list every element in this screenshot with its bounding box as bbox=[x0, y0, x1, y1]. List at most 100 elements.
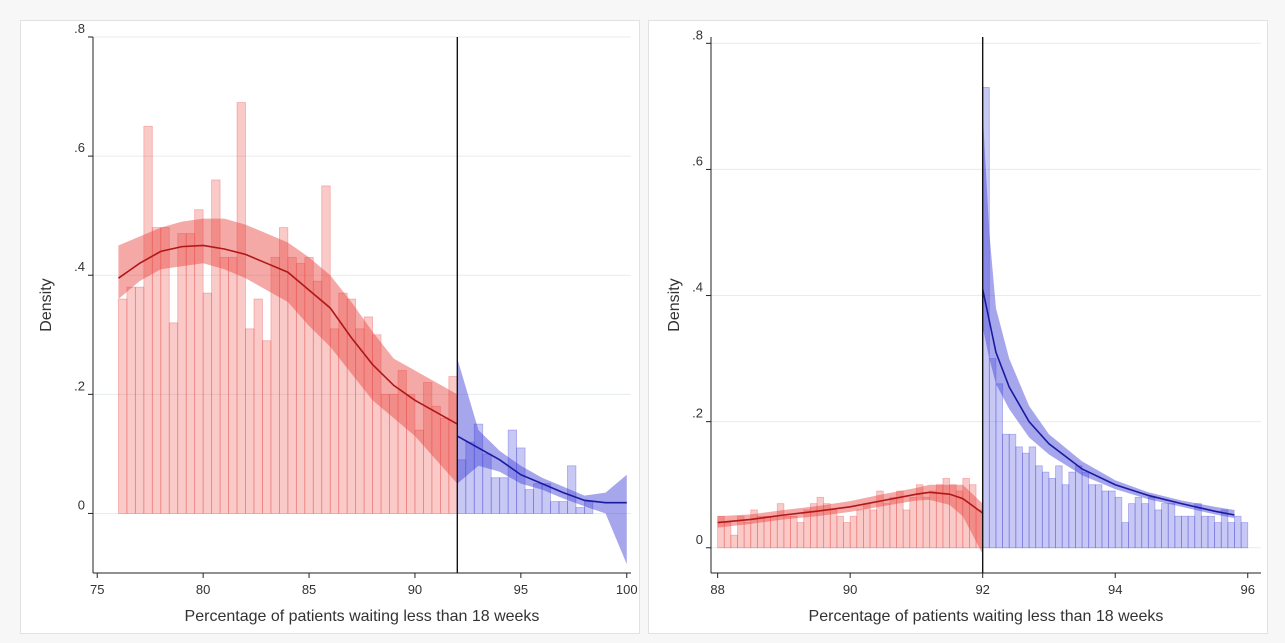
histogram-bar bbox=[836, 515, 844, 549]
histogram-bar bbox=[723, 522, 732, 549]
histogram-bar bbox=[278, 227, 289, 514]
x-tick-label: 95 bbox=[514, 582, 528, 597]
x-axis-label: Percentage of patients waiting less than… bbox=[185, 608, 540, 625]
histogram-bar bbox=[211, 179, 221, 514]
histogram-bar bbox=[763, 515, 772, 549]
y-tick-label: 0 bbox=[78, 497, 85, 512]
y-tick-label: .6 bbox=[74, 140, 85, 155]
fit-curves bbox=[117, 218, 627, 565]
histogram-bar bbox=[372, 334, 382, 514]
histogram-bar bbox=[1227, 522, 1235, 549]
histogram-bar bbox=[776, 503, 785, 549]
fit-line bbox=[981, 289, 1235, 516]
histogram-bar bbox=[321, 185, 331, 514]
y-tick-label: .8 bbox=[74, 21, 85, 36]
histogram-bar bbox=[151, 227, 162, 514]
histogram-bar bbox=[942, 478, 950, 549]
histogram-bar bbox=[916, 484, 924, 549]
histogram-bar bbox=[219, 256, 229, 514]
left-panel: 0 .2 .4 .6 .8 75 80 85 90 95 100 Percentage of pat… bbox=[20, 20, 640, 634]
histogram-bar bbox=[1167, 503, 1176, 549]
histogram-bar bbox=[355, 328, 365, 514]
histogram-bar bbox=[790, 515, 798, 549]
histogram-bar bbox=[843, 522, 851, 549]
histogram-bar bbox=[482, 453, 492, 514]
histogram-bar bbox=[262, 340, 272, 514]
histogram-bar bbox=[516, 447, 526, 514]
histogram-bar bbox=[1174, 515, 1182, 549]
histogram-bar bbox=[1075, 465, 1083, 549]
histogram-bar bbox=[1101, 490, 1109, 549]
histogram-bar bbox=[1028, 446, 1037, 549]
histogram-bar bbox=[567, 465, 577, 514]
histogram-bar bbox=[177, 233, 187, 514]
histogram-bar bbox=[922, 496, 931, 549]
fit-line bbox=[456, 435, 627, 504]
histogram-bar bbox=[389, 393, 399, 514]
histogram-bar bbox=[750, 509, 758, 549]
histogram-bar bbox=[1220, 509, 1229, 549]
histogram-bar bbox=[228, 256, 238, 514]
histogram-bar bbox=[909, 496, 917, 549]
histogram-bar bbox=[829, 509, 838, 549]
x-tick-label: 90 bbox=[408, 582, 422, 597]
histogram-bar bbox=[955, 490, 964, 549]
histogram-bar bbox=[849, 515, 858, 549]
x-tick-label: 80 bbox=[196, 582, 210, 597]
histogram-bar bbox=[338, 292, 348, 514]
histogram-bar bbox=[988, 358, 997, 549]
grid-lines bbox=[93, 36, 631, 514]
confidence-band bbox=[457, 358, 627, 565]
chart-right: 0 .2 .4 .6 .8 88 90 92 94 96 Percentage of patien… bbox=[666, 27, 1261, 625]
histogram-bar bbox=[253, 298, 263, 514]
y-tick-label: .4 bbox=[692, 280, 703, 295]
histogram-bar bbox=[499, 477, 509, 514]
histogram-bar bbox=[1055, 465, 1063, 549]
histogram-bar bbox=[1134, 496, 1143, 549]
histogram-bar bbox=[575, 507, 585, 514]
y-axis-label: Density bbox=[666, 278, 683, 331]
histogram-bar bbox=[1147, 496, 1156, 549]
histogram-bar bbox=[869, 509, 878, 549]
histogram-bar bbox=[863, 503, 871, 549]
chart-left: 0 .2 .4 .6 .8 75 80 85 90 95 100 Percentage of pat… bbox=[38, 21, 638, 625]
histogram-bar bbox=[803, 509, 811, 549]
histogram-bar bbox=[717, 515, 725, 549]
histogram-bar bbox=[329, 328, 340, 514]
histogram-bar bbox=[465, 441, 475, 514]
histogram-bar bbox=[1022, 452, 1030, 549]
histogram-bar bbox=[1214, 522, 1222, 549]
histogram-bar bbox=[1128, 503, 1136, 549]
histogram-bar bbox=[1068, 471, 1076, 549]
histogram-bar bbox=[1121, 522, 1129, 549]
histogram-bar bbox=[896, 490, 904, 549]
y-tick-label: .6 bbox=[692, 153, 703, 168]
axes: 0 .2 .4 .6 .8 88 90 92 94 96 bbox=[692, 27, 1261, 597]
histogram-bar bbox=[1008, 433, 1017, 549]
histogram-bar bbox=[541, 483, 551, 514]
x-tick-label: 90 bbox=[843, 582, 857, 597]
histogram-bar bbox=[202, 292, 213, 514]
histogram-bar bbox=[1187, 515, 1196, 549]
histogram-bar bbox=[134, 286, 145, 514]
x-tick-label: 100 bbox=[616, 582, 638, 597]
histogram-bar bbox=[876, 490, 884, 549]
histogram-bar bbox=[287, 256, 297, 514]
histogram-bar bbox=[431, 405, 441, 514]
histogram-bar bbox=[558, 501, 568, 514]
histogram-bar bbox=[1002, 433, 1010, 549]
x-tick-label: 94 bbox=[1108, 582, 1122, 597]
histogram-bar bbox=[1154, 509, 1163, 549]
histogram-bar bbox=[1200, 515, 1209, 549]
histogram-bar bbox=[1114, 496, 1123, 549]
x-tick-label: 85 bbox=[302, 582, 316, 597]
y-tick-label: .2 bbox=[74, 378, 85, 393]
histogram-bar bbox=[185, 233, 196, 514]
histogram-bar bbox=[550, 501, 560, 514]
histogram-bar bbox=[473, 423, 484, 514]
histogram-bar bbox=[533, 483, 543, 514]
histogram-bar bbox=[935, 484, 944, 549]
histogram-bar bbox=[1161, 503, 1169, 549]
x-tick-label: 92 bbox=[975, 582, 989, 597]
